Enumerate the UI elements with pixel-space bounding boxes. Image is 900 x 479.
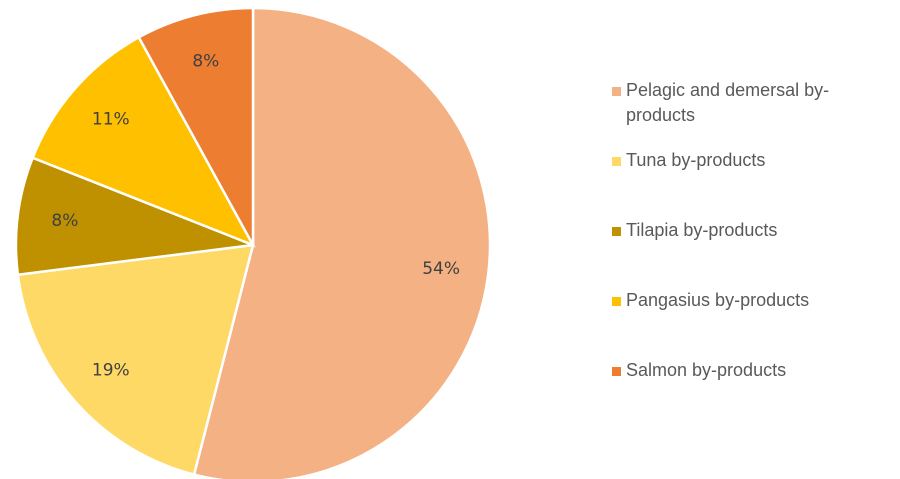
- data-label: 19%: [92, 360, 130, 380]
- legend-swatch: [612, 157, 621, 166]
- legend: Pelagic and demersal by-products Tuna by-…: [612, 78, 892, 428]
- legend-swatch: [612, 87, 621, 96]
- data-label: 54%: [422, 259, 460, 279]
- data-label: 11%: [92, 110, 130, 130]
- legend-item: Pelagic and demersal by-products: [612, 78, 892, 148]
- legend-item: Pangasius by-products: [612, 288, 892, 358]
- data-label: 8%: [51, 211, 78, 231]
- pie-slice: [192, 6, 492, 479]
- pie-slice: [137, 6, 255, 246]
- pie-slice: [16, 243, 255, 477]
- legend-label: Pelagic and demersal by-products: [626, 80, 830, 125]
- legend-swatch: [612, 297, 621, 306]
- legend-item: Tuna by-products: [612, 148, 892, 218]
- legend-item: Salmon by-products: [612, 358, 892, 428]
- pie-area: 54% 19% 8% 11% 8%: [14, 6, 492, 479]
- legend-item: Tilapia by-products: [612, 218, 892, 288]
- legend-swatch: [612, 367, 621, 376]
- legend-label: Salmon by-products: [626, 360, 787, 380]
- pie-slice: [31, 35, 256, 248]
- legend-label: Pangasius by-products: [626, 290, 810, 310]
- legend-swatch: [612, 227, 621, 236]
- legend-label: Tuna by-products: [626, 150, 766, 170]
- legend-label: Tilapia by-products: [626, 220, 778, 240]
- data-label: 8%: [192, 51, 219, 71]
- pie-slice: [14, 156, 254, 277]
